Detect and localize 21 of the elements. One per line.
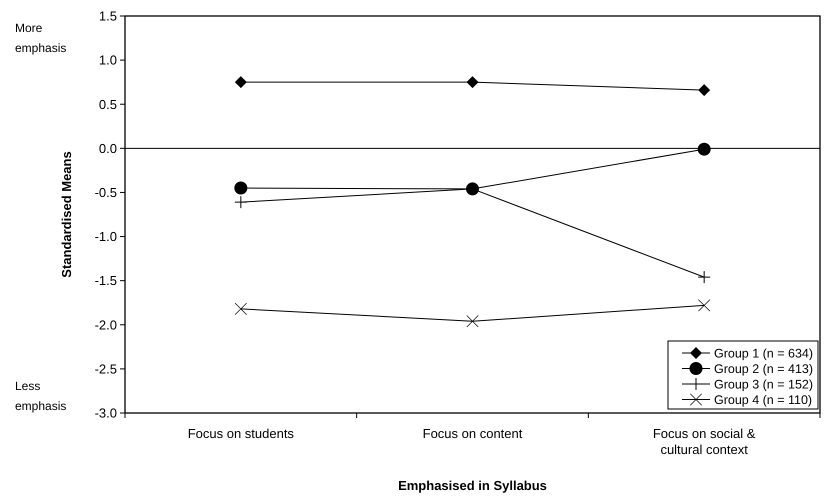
y-tick-label: -1.5: [94, 273, 117, 288]
legend-label: Group 4 (n = 110): [714, 392, 812, 407]
y-tick-label: -3.0: [94, 406, 117, 421]
y-tick-label: 0.5: [98, 96, 117, 112]
x-tick-label: Focus on students: [188, 426, 294, 441]
y-tick-label: 1.0: [98, 52, 117, 68]
y-tick-label: -1.0: [94, 229, 117, 244]
y-axis-title: Standardised Means: [59, 151, 74, 278]
x-tick-label: Focus on content: [422, 426, 523, 441]
y-tick-label: -2.5: [94, 361, 117, 376]
y-tick-label: 1.5: [98, 8, 117, 24]
text: More emphasis: [15, 21, 66, 55]
y-tick-label: -0.5: [94, 184, 117, 200]
y-tick-label: -2.0: [94, 317, 117, 332]
legend-label: Group 3 (n = 152): [714, 377, 814, 392]
legend-label: Group 1 (n = 634): [714, 346, 814, 360]
x-axis-title: Emphasised in Syllabus: [398, 478, 547, 493]
y-tick-label: 0.0: [98, 140, 117, 156]
x-tick-label: Focus on social & cultural context: [652, 426, 756, 457]
legend-label: Group 2 (n = 413): [714, 362, 814, 376]
text: Less emphasis: [15, 379, 66, 413]
